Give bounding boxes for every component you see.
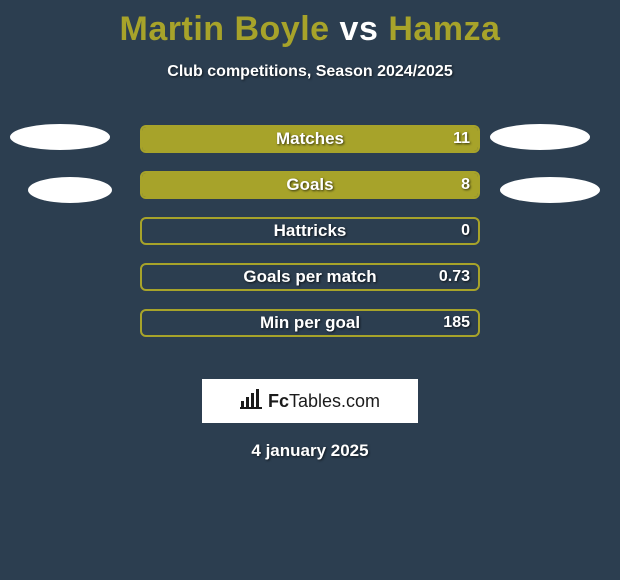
stat-rows: Matches11Goals8Hattricks0Goals per match… — [0, 125, 620, 355]
bar-outline — [140, 263, 480, 291]
bar-fill — [142, 127, 478, 151]
logo-text: FcTables.com — [268, 391, 380, 412]
logo-text-suffix: Tables.com — [289, 391, 380, 411]
bar-outline — [140, 309, 480, 337]
logo-text-prefix: Fc — [268, 391, 289, 411]
stat-row: Min per goal185 — [0, 309, 620, 355]
bar-outline — [140, 217, 480, 245]
bar-fill — [142, 173, 478, 197]
title-player1: Martin Boyle — [120, 10, 330, 48]
date-text: 4 january 2025 — [0, 441, 620, 461]
decorative-ellipse — [10, 124, 110, 150]
bar-outline — [140, 171, 480, 199]
bar-outline — [140, 125, 480, 153]
decorative-ellipse — [28, 177, 112, 203]
subtitle: Club competitions, Season 2024/2025 — [0, 63, 620, 81]
stat-row: Hattricks0 — [0, 217, 620, 263]
title-player2: Hamza — [388, 10, 500, 48]
bar-chart-icon — [240, 389, 262, 414]
stat-row: Goals per match0.73 — [0, 263, 620, 309]
page-title: Martin Boyle vs Hamza — [0, 0, 620, 49]
logo-box: FcTables.com — [202, 379, 418, 423]
title-vs: vs — [340, 10, 379, 48]
decorative-ellipse — [500, 177, 600, 203]
decorative-ellipse — [490, 124, 590, 150]
